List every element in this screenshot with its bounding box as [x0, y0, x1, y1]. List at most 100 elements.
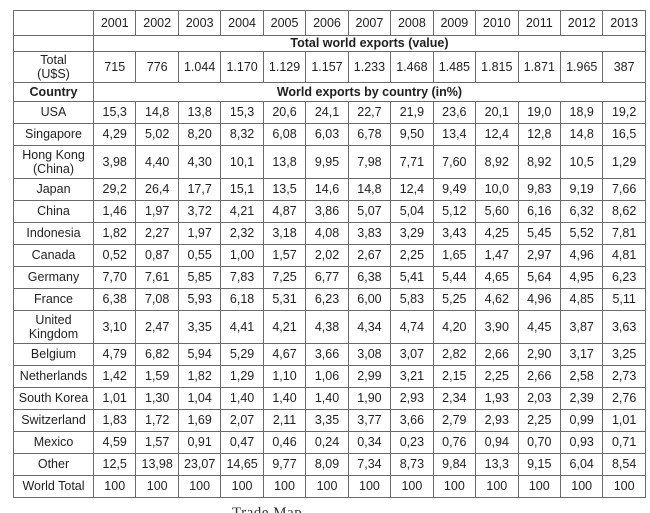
value-cell: 2,82	[432, 343, 477, 366]
value-cell: 4,45	[517, 310, 561, 344]
country-row: Canada 0,52 0,87 0,55 1,00 1,57 2,02 2,67 2,25 1,…	[13, 244, 646, 267]
total-label: Total (U$S)	[13, 51, 94, 83]
country-name-cell: Singapore	[13, 123, 94, 146]
country-name-cell: Japan	[13, 178, 94, 201]
value-cell: 1,46	[92, 200, 137, 223]
value-cell: 2,47	[135, 310, 179, 344]
value-cell: 6,16	[517, 200, 561, 223]
value-cell: 8,92	[517, 145, 561, 179]
value-cell: 0,34	[347, 431, 392, 454]
value-cell: 2,93	[390, 387, 434, 410]
value-cell: 100	[602, 475, 646, 498]
value-cell: 9,95	[305, 145, 349, 179]
value-cell: 4,95	[559, 266, 604, 289]
value-cell: 2,11	[262, 409, 307, 432]
country-row: United Kingdom 3,10 2,47 3,35 4,41 4,21 4,38 4,…	[13, 310, 646, 344]
country-row: Japan 29,2 26,4 17,7 15,1 13,5 14,6 14,8 12,4 9,4…	[13, 178, 646, 201]
value-cell: 13,8	[177, 101, 222, 124]
value-cell: 3,18	[262, 222, 307, 245]
value-cell: 4,59	[92, 431, 137, 454]
value-cell: 2,03	[517, 387, 561, 410]
value-cell: 13,5	[262, 178, 307, 201]
value-cell: 23,07	[177, 453, 222, 476]
value-cell: 1,97	[135, 200, 179, 223]
value-cell: 0,91	[177, 431, 222, 454]
value-cell: 3,90	[475, 310, 519, 344]
country-row: France 6,38 7,08 5,93 6,18 5,31 6,23 6,00 5,83 5,…	[13, 288, 646, 311]
value-cell: 1,65	[432, 244, 477, 267]
value-cell: 8,09	[305, 453, 349, 476]
value-cell: 1,40	[262, 387, 307, 410]
value-cell: 5,25	[432, 288, 477, 311]
value-cell: 5,07	[347, 200, 392, 223]
value-cell: 7,08	[135, 288, 179, 311]
value-cell: 3,21	[390, 365, 434, 388]
value-cell: 5,94	[177, 343, 222, 366]
value-cell: 4,25	[475, 222, 519, 245]
value-cell: 12,5	[92, 453, 137, 476]
year-cell: 2007	[347, 10, 392, 36]
value-cell: 3,17	[559, 343, 604, 366]
value-cell: 26,4	[135, 178, 179, 201]
value-cell: 1,72	[135, 409, 179, 432]
value-cell: 100	[559, 475, 604, 498]
value-cell: 24,1	[305, 101, 349, 124]
value-cell: 1,82	[177, 365, 222, 388]
value-cell: 0,52	[92, 244, 137, 267]
value-cell: 7,60	[432, 145, 477, 179]
value-cell: 5,52	[559, 222, 604, 245]
year-cell: 2013	[602, 10, 646, 36]
country-name-cell: United Kingdom	[13, 310, 94, 344]
value-cell: 2,15	[432, 365, 477, 388]
value-cell: 10,0	[475, 178, 519, 201]
year-cell: 2001	[92, 10, 137, 36]
value-cell: 8,54	[602, 453, 646, 476]
corner-cell	[13, 10, 94, 36]
value-cell: 9,77	[262, 453, 307, 476]
value-cell: 3,35	[305, 409, 349, 432]
value-cell: 0,87	[135, 244, 179, 267]
value-cell: 0,70	[517, 431, 561, 454]
total-value-cell: 715	[92, 51, 137, 83]
value-cell: 5,04	[390, 200, 434, 223]
value-cell: 1,30	[135, 387, 179, 410]
value-cell: 3,29	[390, 222, 434, 245]
value-cell: 1,29	[220, 365, 264, 388]
value-cell: 4,34	[347, 310, 392, 344]
value-cell: 5,85	[177, 266, 222, 289]
country-row: Singapore 4,29 5,02 8,20 8,32 6,08 6,03 6,78 9,5…	[13, 123, 646, 146]
value-cell: 22,7	[347, 101, 392, 124]
value-cell: 9,19	[559, 178, 604, 201]
value-cell: 8,73	[390, 453, 434, 476]
value-cell: 3,86	[305, 200, 349, 223]
value-cell: 0,47	[220, 431, 264, 454]
value-cell: 9,50	[390, 123, 434, 146]
value-cell: 10,5	[559, 145, 604, 179]
value-cell: 6,32	[559, 200, 604, 223]
value-cell: 18,9	[559, 101, 604, 124]
value-cell: 9,84	[432, 453, 477, 476]
value-cell: 2,76	[602, 387, 646, 410]
value-cell: 2,07	[220, 409, 264, 432]
value-cell: 100	[135, 475, 179, 498]
value-cell: 1,10	[262, 365, 307, 388]
total-value-cell: 387	[602, 51, 646, 83]
country-row: Belgium 4,79 6,82 5,94 5,29 4,67 3,66 3,08 3,07 2…	[13, 343, 646, 366]
country-name-cell: Netherlands	[13, 365, 94, 388]
value-cell: 3,63	[602, 310, 646, 344]
value-cell: 1,57	[135, 431, 179, 454]
year-cell: 2004	[220, 10, 264, 36]
value-cell: 14,8	[347, 178, 392, 201]
country-name-cell: Switzerland	[13, 409, 94, 432]
value-cell: 6,04	[559, 453, 604, 476]
value-cell: 12,4	[390, 178, 434, 201]
value-cell: 4,20	[432, 310, 477, 344]
value-cell: 4,81	[602, 244, 646, 267]
value-cell: 15,3	[220, 101, 264, 124]
value-cell: 15,1	[220, 178, 264, 201]
value-cell: 8,32	[220, 123, 264, 146]
value-cell: 17,7	[177, 178, 222, 201]
country-row: USA 15,3 14,8 13,8 15,3 20,6 24,1 22,7 21,9 23,6 2…	[13, 101, 646, 124]
value-cell: 1,93	[475, 387, 519, 410]
